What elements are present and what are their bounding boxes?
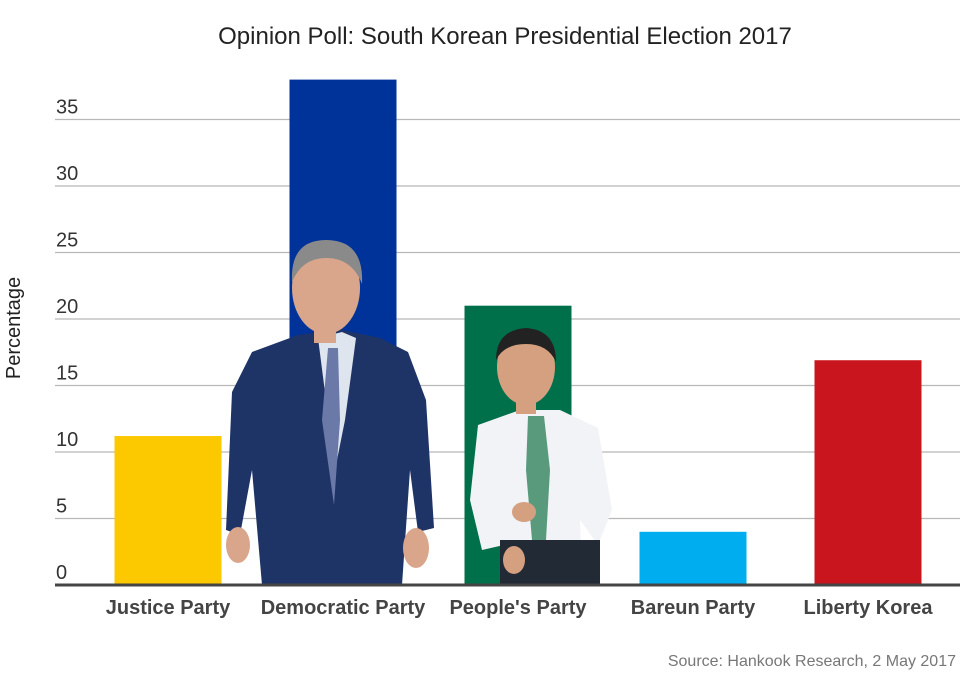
y-tick-label: 30 xyxy=(56,163,78,185)
person-in-white-shirt-photo xyxy=(470,328,612,585)
figures-layer xyxy=(226,240,612,585)
y-tick-label: 15 xyxy=(56,363,78,385)
chart-title: Opinion Poll: South Korean Presidential … xyxy=(218,23,792,50)
x-category-label: Justice Party xyxy=(106,597,231,619)
y-axis-label: Percentage xyxy=(3,277,25,379)
y-tick-label: 10 xyxy=(56,429,78,451)
person-in-blue-suit-photo xyxy=(226,240,434,585)
x-category-label: Democratic Party xyxy=(261,597,426,619)
y-tick-label: 20 xyxy=(56,296,78,318)
y-tick-label: 0 xyxy=(56,562,67,584)
x-category-label: Bareun Party xyxy=(631,597,756,619)
x-category-label: People's Party xyxy=(449,597,587,619)
bar xyxy=(639,531,747,585)
x-category-label: Liberty Korea xyxy=(804,597,934,619)
bar xyxy=(814,360,922,585)
y-tick-label: 35 xyxy=(56,97,78,119)
grid-layer: 0 5 10 15 20 25 30 35 xyxy=(55,97,960,584)
source-note: Source: Hankook Research, 2 May 2017 xyxy=(668,653,956,670)
y-tick-label: 5 xyxy=(56,496,67,518)
y-tick-label: 25 xyxy=(56,230,78,252)
bar xyxy=(114,436,222,585)
category-labels: Justice Party Democratic Party People's Pa… xyxy=(106,597,934,619)
